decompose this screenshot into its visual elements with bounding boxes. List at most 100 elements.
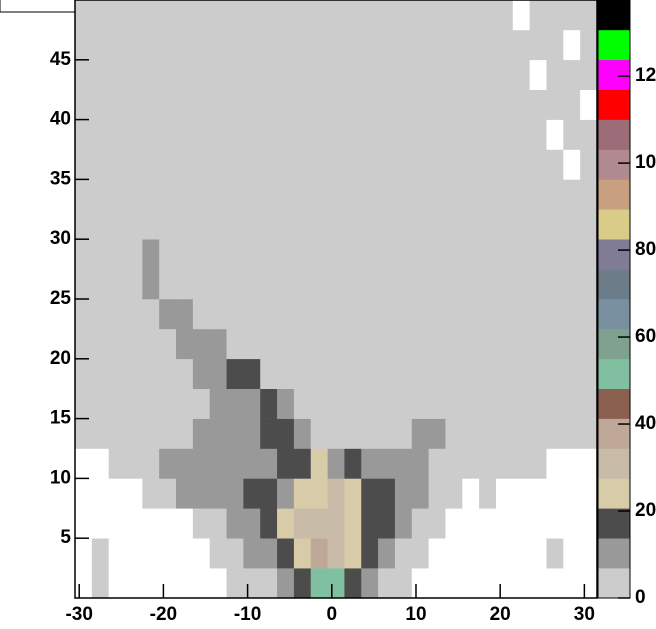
- heat-cell: [512, 538, 530, 569]
- heat-cell: [361, 59, 379, 90]
- heat-cell: [108, 119, 126, 150]
- z-tick-label: 120: [635, 65, 656, 86]
- heat-cell: [108, 209, 126, 240]
- heat-cell: [580, 448, 598, 479]
- heat-cell: [327, 388, 345, 419]
- heat-cell: [125, 328, 143, 360]
- heat-cell: [310, 568, 328, 599]
- heat-cell: [159, 418, 177, 449]
- heat-cell: [176, 538, 194, 569]
- heat-cell: [479, 358, 497, 389]
- heat-cell: [378, 59, 396, 90]
- heat-cell: [260, 388, 278, 419]
- x-tick-label: 0: [327, 604, 338, 625]
- color-band: [598, 0, 630, 31]
- heat-cell: [108, 59, 126, 90]
- heat-cell: [310, 149, 328, 180]
- heat-cell: [91, 328, 109, 360]
- heat-cell: [293, 29, 312, 61]
- heat-cell: [293, 328, 312, 360]
- heat-cell: [529, 0, 547, 31]
- heat-cell: [75, 568, 93, 599]
- heat-cell: [142, 59, 160, 90]
- heat-cell: [277, 508, 295, 539]
- heat-cell: [495, 508, 514, 539]
- heat-cell: [428, 239, 446, 270]
- heat-cell: [209, 209, 227, 240]
- heat-cell: [327, 59, 345, 90]
- heat-cell: [260, 209, 278, 240]
- heat-cell: [260, 149, 278, 180]
- heat-cell: [125, 149, 143, 180]
- heat-cell: [580, 0, 598, 31]
- heat-cell: [361, 388, 379, 419]
- heat-cell: [495, 358, 514, 389]
- heat-cell: [344, 179, 362, 210]
- heat-cell: [108, 568, 126, 599]
- color-band: [598, 89, 630, 120]
- heat-cell: [462, 328, 480, 360]
- heat-cell: [344, 29, 362, 61]
- heat-cell: [479, 568, 497, 599]
- heat-cell: [546, 568, 564, 599]
- heat-cell: [394, 269, 413, 300]
- heat-cell: [344, 418, 362, 449]
- heat-cell: [546, 538, 564, 569]
- heat-cell: [277, 269, 295, 300]
- heat-cell: [176, 299, 194, 330]
- heat-cell: [361, 89, 379, 120]
- heat-cell: [512, 89, 530, 120]
- heat-cell: [310, 358, 328, 389]
- z-tick-label: 20: [635, 500, 656, 521]
- heat-cell: [394, 209, 413, 240]
- x-tick-label: -30: [65, 604, 92, 625]
- heat-cell: [479, 149, 497, 180]
- heat-cell: [512, 388, 530, 419]
- heat-cell: [192, 149, 211, 180]
- heat-cell: [142, 119, 160, 150]
- heat-cell: [209, 59, 227, 90]
- heat-cell: [260, 299, 278, 330]
- heat-cell: [378, 568, 396, 599]
- heat-cell: [176, 478, 194, 509]
- heat-cell: [91, 239, 109, 270]
- heat-cell: [293, 478, 312, 509]
- heat-cell: [479, 59, 497, 90]
- heat-cell: [580, 538, 598, 569]
- heat-cell: [159, 508, 177, 539]
- color-band: [598, 299, 630, 330]
- heat-cell: [226, 209, 244, 240]
- heat-cell: [243, 269, 261, 300]
- heat-cell: [293, 119, 312, 150]
- heat-cell: [226, 299, 244, 330]
- heat-cell: [310, 119, 328, 150]
- heat-cell: [563, 538, 581, 569]
- heat-cell: [277, 328, 295, 360]
- heat-cell: [310, 269, 328, 300]
- heat-cell: [310, 508, 328, 539]
- heat-cell: [327, 269, 345, 300]
- heat-cell: [529, 89, 547, 120]
- heat-cell: [361, 269, 379, 300]
- heat-cell: [277, 448, 295, 479]
- heat-cell: [411, 269, 429, 300]
- heat-cell: [176, 239, 194, 270]
- heat-cell: [142, 418, 160, 449]
- heat-cell: [428, 388, 446, 419]
- heat-cell: [529, 239, 547, 270]
- heat-cell: [394, 239, 413, 270]
- heat-cell: [479, 299, 497, 330]
- heat-cell: [394, 149, 413, 180]
- heat-cell: [546, 508, 564, 539]
- heat-cell: [159, 149, 177, 180]
- heat-cell: [479, 89, 497, 120]
- heat-cell: [411, 478, 429, 509]
- heat-cell: [209, 328, 227, 360]
- heat-cell: [462, 448, 480, 479]
- heat-cell: [546, 89, 564, 120]
- heat-cell: [192, 209, 211, 240]
- heat-cell: [310, 299, 328, 330]
- heat-cell: [226, 478, 244, 509]
- heat-cell: [293, 418, 312, 449]
- heat-cell: [176, 59, 194, 90]
